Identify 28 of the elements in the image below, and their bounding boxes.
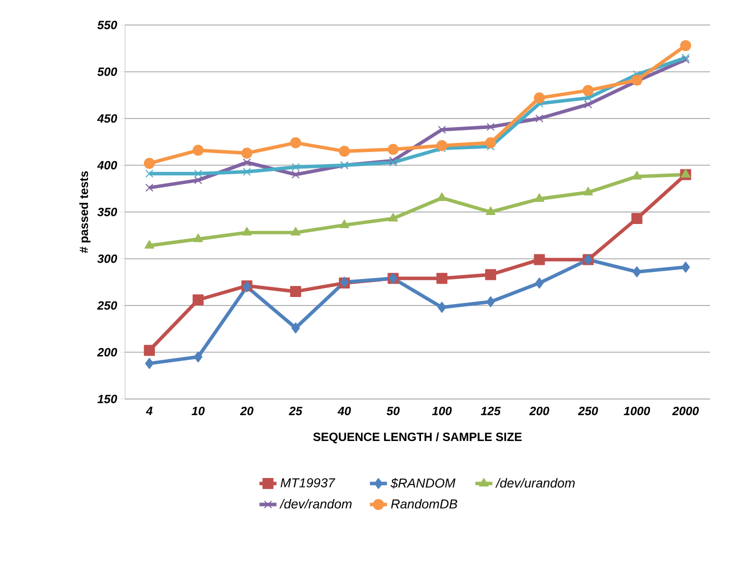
x-tick-label: 40: [338, 406, 351, 416]
legend-label: MT19937: [280, 478, 336, 488]
y-tick-label: 500: [97, 68, 118, 76]
y-tick-label: 300: [97, 254, 118, 263]
x-tick-label: 50: [386, 406, 400, 416]
x-tick-label: 125: [480, 406, 501, 416]
x-tick-label: 250: [578, 406, 598, 416]
x-tick-label: 25: [288, 406, 302, 416]
y-axis-title: # passed tests: [79, 171, 90, 253]
y-tick-label: 400: [97, 161, 118, 170]
legend-label: $RANDOM: [390, 478, 456, 488]
legend-label: /dev/random: [279, 499, 352, 509]
legend-label: RandomDB: [391, 499, 458, 509]
x-tick-label: 2000: [672, 406, 699, 416]
y-tick-label: 250: [97, 301, 118, 310]
y-tick-label: 350: [97, 208, 118, 216]
legend-label: /dev/urandom: [495, 478, 575, 488]
y-tick-label: 550: [97, 20, 118, 30]
x-axis-title: SEQUENCE LENGTH / SAMPLE SIZE: [313, 432, 522, 444]
x-tick-label: 100: [432, 406, 452, 416]
x-tick-label: 200: [529, 406, 550, 416]
x-tick-label: 4: [146, 406, 152, 415]
y-tick-label: 150: [97, 394, 118, 404]
x-tick-label: 1000: [624, 406, 650, 416]
y-tick-label: 450: [97, 114, 118, 123]
x-tick-label: 10: [192, 406, 205, 416]
y-tick-label: 200: [97, 348, 118, 356]
x-tick-label: 20: [240, 406, 254, 416]
